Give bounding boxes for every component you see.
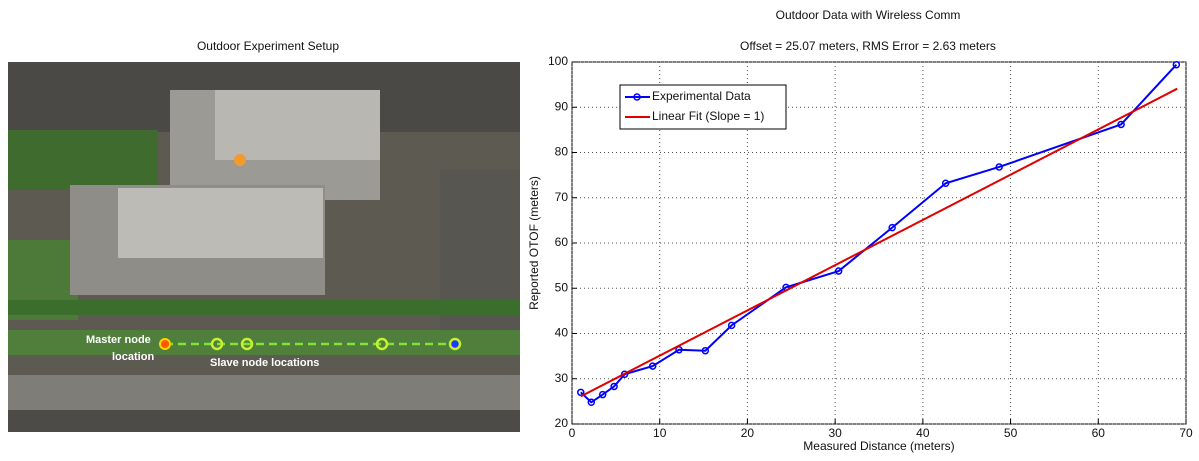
master-label: Master node (86, 334, 151, 346)
y-axis-label: Reported OTOF (meters) (527, 176, 541, 310)
x-tick-label: 40 (916, 426, 930, 440)
x-tick-label: 60 (1092, 426, 1106, 440)
chart-title: Outdoor Data with Wireless Comm (776, 8, 961, 22)
y-tick-label: 40 (555, 326, 569, 340)
y-tick-label: 20 (555, 416, 569, 430)
chart-subtitle: Offset = 25.07 meters, RMS Error = 2.63 … (740, 39, 996, 53)
y-tick-label: 80 (555, 145, 569, 159)
y-tick-label: 60 (555, 235, 569, 249)
legend-label: Experimental Data (652, 89, 751, 103)
y-tick-label: 50 (555, 280, 569, 294)
y-tick-label: 90 (555, 99, 569, 113)
x-axis-label: Measured Distance (meters) (803, 439, 954, 453)
x-tick-label: 70 (1179, 426, 1193, 440)
aerial-photo (8, 62, 520, 432)
data-line (581, 89, 1177, 397)
y-tick-label: 70 (555, 190, 569, 204)
slave-label: Slave node locations (210, 357, 319, 369)
master-label: location (112, 351, 154, 363)
x-tick-label: 0 (569, 426, 576, 440)
x-tick-label: 20 (741, 426, 755, 440)
y-tick-label: 30 (555, 371, 569, 385)
x-tick-label: 30 (828, 426, 842, 440)
legend-label: Linear Fit (Slope = 1) (652, 109, 764, 123)
figure: Outdoor Experiment Setup Master node loc… (0, 0, 1199, 456)
x-tick-label: 50 (1004, 426, 1018, 440)
x-tick-label: 10 (653, 426, 667, 440)
panel-title: Outdoor Experiment Setup (197, 39, 339, 53)
y-tick-label: 100 (548, 54, 568, 68)
